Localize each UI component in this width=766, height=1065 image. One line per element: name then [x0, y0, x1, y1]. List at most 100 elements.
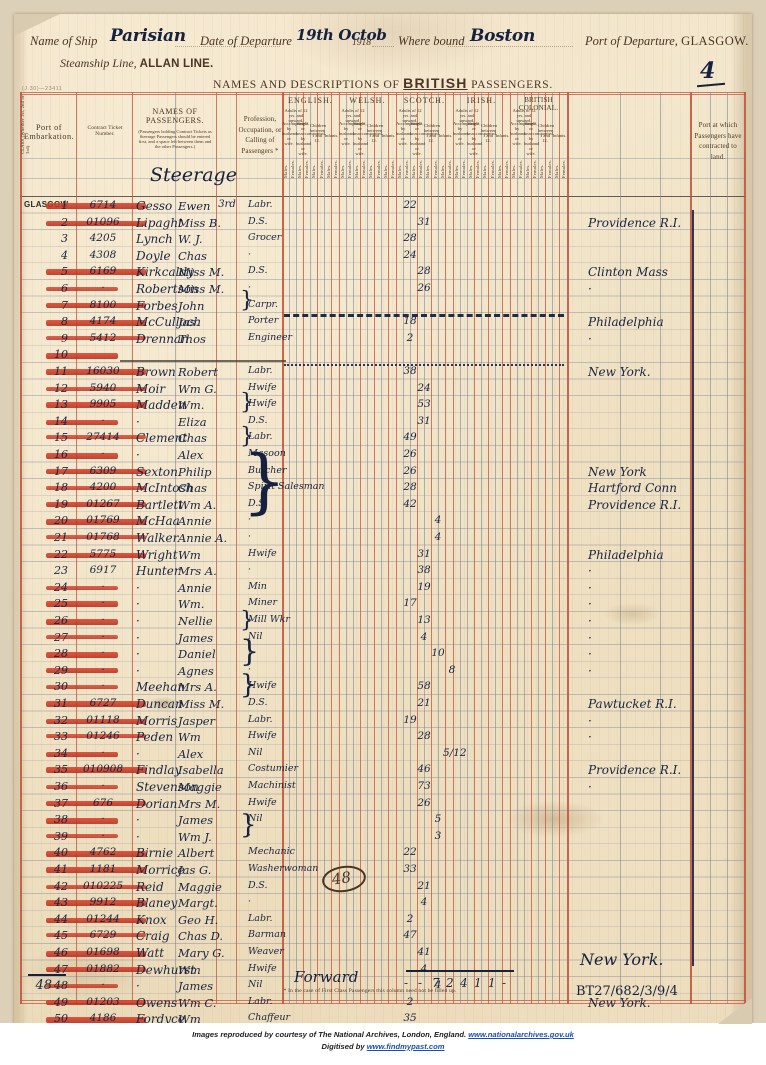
cell-ticket-number: 5940 — [89, 381, 117, 394]
cell-row-number: 48 — [54, 979, 68, 993]
cell-ticket-number: · — [101, 680, 105, 693]
cell-ticket-number: · — [101, 597, 105, 610]
cell-age: 22 — [403, 199, 417, 211]
block-rule-row10 — [120, 360, 286, 362]
strikethrough-mark — [46, 519, 146, 525]
cell-forename: Alex — [178, 746, 204, 761]
cell-age: 19 — [403, 713, 417, 726]
cell-profession: Hwife — [248, 381, 277, 393]
forward-label: Forward — [294, 968, 359, 986]
col-sex-label: Females. — [560, 159, 566, 178]
cell-age: 31 — [417, 547, 431, 560]
cell-surname: Stevenson — [136, 780, 199, 794]
cell-destination: Providence R.I. — [588, 497, 682, 512]
cell-profession: Nil — [248, 630, 263, 642]
cell-row-number: 47 — [54, 962, 68, 976]
where-bound-label: Where bound — [398, 34, 465, 48]
cell-forename: Miss M. — [178, 282, 225, 296]
cell-forename: Wm — [178, 730, 201, 745]
cell-forename: Wm J. — [178, 829, 212, 844]
cell-profession: D.S. — [248, 215, 268, 227]
brace-rows-15-16: } — [240, 424, 254, 449]
col-infants-irish: Infants. — [495, 133, 510, 138]
cell-forename: John — [178, 298, 205, 313]
cell-row-number: 3 — [61, 232, 68, 246]
col-accompanied-colonial: Accompanied by husband or wife. — [510, 121, 536, 146]
cell-ticket-number: 01118 — [86, 713, 120, 726]
cell-ticket-number: 01267 — [86, 497, 120, 510]
cell-age: 31 — [417, 215, 431, 228]
cell-destination: · — [588, 282, 592, 296]
col-sex-label: Females. — [489, 159, 495, 178]
cell-age: 2 — [406, 912, 414, 925]
col-accompanied-scotch: Accompanied by husband or wife. — [396, 121, 422, 146]
cell-ticket-number: 4205 — [89, 232, 117, 245]
cell-surname: Bartlett — [136, 497, 184, 512]
cell-row-number: 43 — [54, 896, 68, 910]
cell-age: 5/12 — [443, 746, 467, 759]
form-number: (J.30)—23411 — [22, 86, 63, 92]
cell-row-number: 18 — [54, 481, 68, 495]
cell-age: 13 — [417, 614, 431, 626]
cell-forename: Annie A. — [178, 531, 228, 545]
strikethrough-mark — [46, 435, 146, 440]
strikethrough-mark — [46, 320, 146, 326]
col-sex-label: Males. — [340, 164, 345, 178]
cell-surname: · — [136, 614, 140, 628]
cell-age: 42 — [403, 497, 417, 510]
cell-surname: Craig — [136, 929, 170, 944]
cell-row-number: 50 — [54, 1012, 68, 1026]
cell-age: 19 — [417, 580, 431, 593]
findmypast-link[interactable]: www.findmypast.com — [366, 1041, 445, 1051]
strikethrough-mark — [46, 933, 146, 938]
date-year: 1918 — [352, 38, 371, 48]
cell-profession: Carpr. — [248, 298, 279, 310]
cell-forename: Wm — [178, 1012, 201, 1027]
cell-age: 17 — [403, 597, 417, 610]
strikethrough-mark — [46, 302, 146, 309]
forward-total-value: 1 — [474, 976, 482, 990]
cell-ticket-number: · — [101, 746, 105, 759]
cell-surname: Peden — [136, 730, 174, 745]
cell-age: 24 — [417, 381, 431, 394]
cell-profession: Machinist — [248, 780, 296, 791]
cell-age: 10 — [431, 647, 445, 660]
cell-ticket-number: · — [101, 647, 105, 660]
strikethrough-mark — [46, 917, 146, 924]
cell-forename: Agnes — [178, 663, 214, 678]
cell-row-number: 2 — [61, 215, 68, 229]
forward-total-value: 1 — [488, 976, 496, 990]
cell-row-number: 40 — [54, 846, 68, 860]
cell-age: 41 — [417, 946, 431, 958]
cell-row-number: 37 — [54, 796, 68, 810]
col-sex-label: Females. — [503, 159, 509, 178]
cell-forename: Chas D. — [178, 929, 224, 944]
strikethrough-mark — [46, 501, 146, 508]
col-sex-label: Males. — [411, 164, 417, 178]
cell-profession: Hwife — [248, 680, 277, 692]
cell-surname: Gesso — [136, 199, 173, 213]
cell-forename: Wm C. — [178, 995, 217, 1010]
cell-age: 58 — [417, 680, 431, 693]
cell-profession: Mill Wkr — [248, 614, 290, 625]
cell-row-number: 22 — [54, 547, 68, 561]
cell-profession: D.S. — [248, 879, 268, 891]
cell-age: 4 — [434, 531, 442, 543]
port-of-departure: Port of Departure, GLASGOW. — [585, 34, 749, 49]
cell-destination: New York — [588, 464, 647, 479]
where-bound-value: Boston — [470, 26, 536, 46]
cell-destination: New York. — [588, 995, 651, 1010]
col-header-class: CLASS (Whether 1st, 2nd or 3rd) — [20, 95, 30, 154]
cell-profession: Mechanic — [248, 846, 295, 858]
national-archives-link[interactable]: www.nationalarchives.gov.uk — [468, 1030, 574, 1039]
cell-surname: Doyle — [136, 248, 171, 263]
cell-age: 4 — [434, 514, 442, 527]
vline-colonial-port — [567, 92, 569, 1004]
col-sex-label: Males. — [525, 164, 531, 178]
cell-surname: McHaa — [136, 514, 180, 529]
cell-forename: Isabella — [178, 763, 224, 778]
cell-destination: · — [588, 597, 592, 612]
col-adults-header-irish: Adults of 12 yrs. and upward. — [455, 108, 479, 123]
cell-surname: Drennan — [136, 331, 189, 346]
